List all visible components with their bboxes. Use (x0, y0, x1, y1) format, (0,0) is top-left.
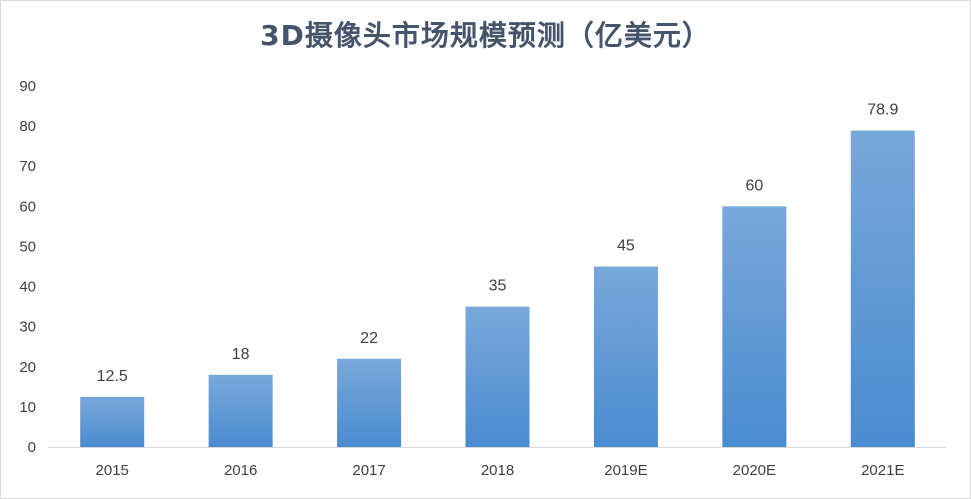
bar (850, 130, 915, 448)
data-label: 45 (617, 238, 635, 255)
y-tick-label: 70 (19, 158, 36, 175)
y-tick-label: 60 (19, 198, 36, 215)
x-tick-label: 2018 (481, 462, 514, 479)
y-tick-label: 10 (19, 399, 36, 416)
y-tick-label: 90 (19, 78, 36, 95)
chart-title: 3D摄像头市场规模预测（亿美元） (260, 19, 711, 52)
data-label: 60 (745, 177, 763, 194)
bar (465, 306, 530, 447)
x-tick-label: 2020E (733, 462, 776, 479)
bar (593, 266, 658, 447)
y-tick-label: 0 (28, 439, 36, 456)
data-label: 35 (489, 278, 507, 295)
x-tick-label: 2021E (861, 462, 904, 479)
x-tick-label: 2017 (352, 462, 385, 479)
x-tick-label: 2019E (604, 462, 647, 479)
x-axis: 2015 2016 2017 2018 2019E 2020E 2021E (48, 447, 947, 479)
y-tick-label: 20 (19, 359, 36, 376)
y-axis: 0 10 20 30 40 50 60 70 80 90 (19, 78, 36, 456)
bar (337, 358, 402, 447)
data-labels: 12.5 18 22 35 45 60 78.9 (97, 102, 899, 385)
bar (80, 396, 145, 447)
x-tick-label: 2016 (224, 462, 257, 479)
y-tick-label: 40 (19, 279, 36, 296)
data-label: 78.9 (867, 102, 898, 119)
data-label: 22 (360, 330, 378, 347)
data-label: 18 (232, 346, 250, 363)
bar (208, 374, 273, 447)
bar-series (80, 130, 915, 448)
bar (722, 206, 787, 447)
y-tick-label: 80 (19, 118, 36, 135)
y-tick-label: 30 (19, 319, 36, 336)
x-tick-label: 2015 (96, 462, 129, 479)
data-label: 12.5 (97, 368, 128, 385)
y-tick-label: 50 (19, 238, 36, 255)
